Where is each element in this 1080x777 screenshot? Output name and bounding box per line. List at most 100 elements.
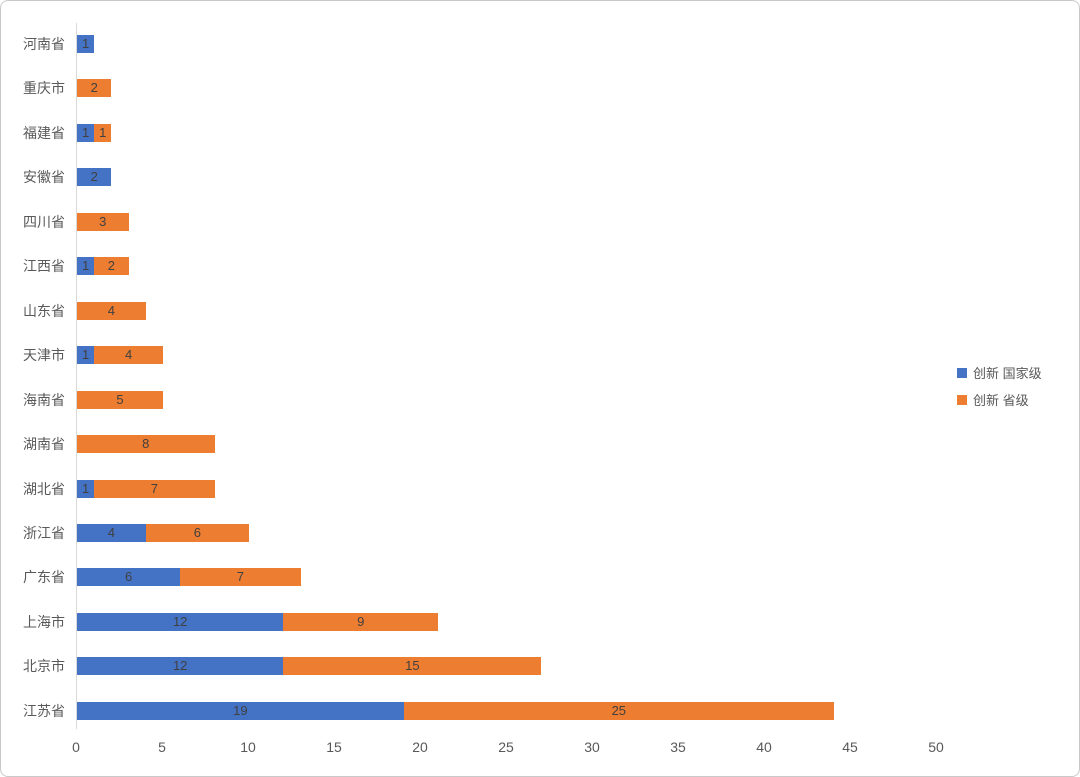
x-tick-label: 20 — [412, 739, 428, 755]
category-label: 四川省 — [23, 213, 65, 230]
category-label: 天津市 — [23, 347, 65, 364]
legend-label-provincial: 创新 省级 — [973, 393, 1029, 408]
value-label: 25 — [611, 702, 627, 718]
value-label: 1 — [81, 124, 90, 140]
category-label: 湖北省 — [23, 480, 65, 497]
bar-segment: 1 — [94, 123, 112, 142]
x-tick-label: 15 — [326, 739, 342, 755]
legend-label-national: 创新 国家级 — [973, 366, 1042, 381]
bar-segment: 8 — [77, 435, 215, 454]
bar-segment: 1 — [77, 123, 95, 142]
bar-segment: 1 — [77, 257, 95, 276]
category-label: 河南省 — [23, 36, 65, 52]
x-tick-label: 25 — [498, 739, 514, 755]
category-label: 福建省 — [23, 124, 65, 141]
bar-segment: 19 — [77, 701, 404, 720]
bar-row: 19 25 — [77, 701, 834, 720]
x-tick-label: 40 — [756, 739, 772, 755]
bar-segment: 5 — [77, 390, 163, 409]
bar-segment: 12 — [77, 657, 284, 676]
value-label: 12 — [172, 658, 188, 674]
bar-row: 4 — [77, 301, 146, 320]
value-label: 1 — [81, 480, 90, 496]
bar-segment: 12 — [77, 612, 284, 631]
value-label: 1 — [99, 124, 107, 140]
bar-row: 1 — [77, 35, 95, 53]
bar-segment: 6 — [145, 523, 249, 542]
value-label: 5 — [116, 391, 124, 407]
value-label: 2 — [90, 169, 98, 185]
category-label: 安徽省 — [23, 169, 65, 186]
bar-segment: 7 — [180, 568, 301, 587]
value-label: 6 — [193, 524, 201, 540]
x-tick-label: 5 — [158, 739, 166, 755]
bar-segment: 2 — [94, 257, 129, 276]
bar-segment: 3 — [77, 212, 129, 231]
y-axis-line — [76, 23, 77, 729]
bar-segment: 4 — [77, 523, 146, 542]
x-tick-label: 35 — [670, 739, 686, 755]
x-tick-label: 10 — [240, 739, 256, 755]
x-tick-label: 50 — [928, 739, 944, 755]
bar-segment: 1 — [77, 479, 95, 498]
value-label: 3 — [99, 213, 107, 229]
bar-segment: 15 — [283, 657, 542, 676]
value-label: 1 — [81, 347, 90, 363]
bar-segment: 1 — [77, 35, 95, 53]
value-label: 19 — [233, 702, 248, 718]
bar-row: 12 15 — [77, 657, 542, 676]
category-label: 湖南省 — [23, 436, 65, 453]
value-label: 6 — [124, 569, 133, 585]
x-tick-label: 0 — [72, 739, 80, 755]
value-label: 4 — [124, 347, 133, 363]
category-label: 江西省 — [23, 258, 65, 275]
bar-segment: 1 — [77, 346, 95, 365]
value-label: 4 — [107, 524, 116, 540]
legend-item-provincial: 创新 省级 — [957, 390, 1042, 409]
value-label: 7 — [150, 480, 158, 496]
bar-row: 5 — [77, 390, 163, 409]
value-label: 15 — [405, 658, 420, 674]
legend-item-national: 创新 国家级 — [957, 363, 1042, 382]
bar-row: 12 9 — [77, 612, 439, 631]
value-label: 2 — [107, 258, 115, 274]
bar-segment: 4 — [94, 346, 163, 365]
value-label: 12 — [172, 613, 188, 629]
value-label: 4 — [107, 302, 116, 318]
value-label: 7 — [236, 569, 244, 585]
category-label: 浙江省 — [23, 524, 65, 541]
category-label: 海南省 — [23, 391, 65, 408]
bar-segment: 4 — [77, 301, 146, 320]
value-label: 9 — [357, 613, 365, 629]
legend: 创新 国家级 创新 省级 — [957, 363, 1042, 409]
x-tick-label: 45 — [842, 739, 858, 755]
category-label: 上海市 — [23, 613, 65, 630]
bar-segment: 7 — [94, 479, 215, 498]
bar-segment: 9 — [283, 612, 439, 631]
legend-swatch-provincial — [957, 394, 967, 405]
bar-row: 8 — [77, 435, 215, 454]
bar-row: 2 — [77, 168, 112, 187]
category-label: 山东省 — [23, 302, 65, 319]
category-label: 广东省 — [23, 569, 65, 586]
x-tick-label: 30 — [584, 739, 600, 755]
category-label: 江苏省 — [23, 702, 65, 719]
value-label: 1 — [81, 36, 90, 51]
bar-row: 3 — [77, 212, 129, 231]
legend-swatch-national — [957, 367, 967, 378]
category-label: 北京市 — [23, 658, 65, 675]
bar-segment: 25 — [403, 701, 834, 720]
bar-segment: 2 — [77, 168, 112, 187]
value-label: 2 — [90, 80, 98, 96]
category-label: 重庆市 — [23, 80, 65, 97]
bar-segment: 2 — [77, 79, 112, 98]
bar-segment: 6 — [77, 568, 181, 587]
value-label: 8 — [142, 436, 150, 452]
